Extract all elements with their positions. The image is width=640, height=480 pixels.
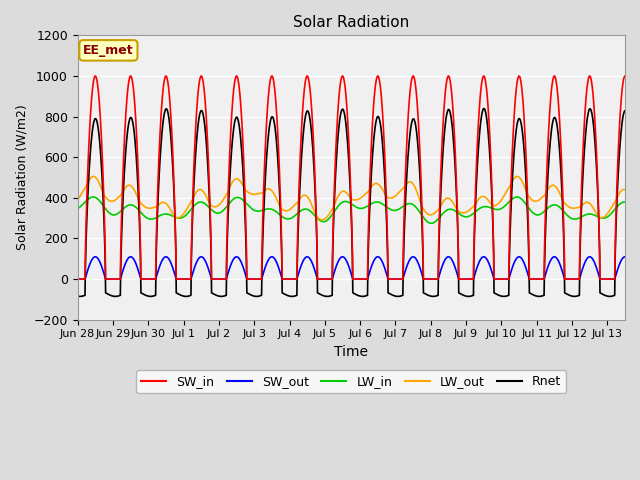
SW_in xyxy=(182,276,190,282)
Rnet xyxy=(172,290,180,296)
LW_in xyxy=(232,195,239,201)
LW_out xyxy=(318,217,326,223)
Line: LW_in: LW_in xyxy=(77,197,625,223)
LW_in xyxy=(182,212,190,218)
SW_in xyxy=(488,183,496,189)
Line: SW_out: SW_out xyxy=(77,257,625,279)
SW_in xyxy=(548,79,556,84)
Rnet xyxy=(76,293,84,299)
Rnet xyxy=(74,293,81,299)
X-axis label: Time: Time xyxy=(334,345,369,359)
LW_out xyxy=(232,176,239,182)
Rnet xyxy=(182,293,190,299)
SW_in xyxy=(74,276,81,282)
LW_out xyxy=(621,187,628,192)
Legend: SW_in, SW_out, LW_in, LW_out, Rnet: SW_in, SW_out, LW_in, LW_out, Rnet xyxy=(136,370,566,393)
Line: LW_out: LW_out xyxy=(77,177,625,220)
LW_out xyxy=(182,207,190,213)
Line: Rnet: Rnet xyxy=(77,108,625,296)
LW_in xyxy=(281,216,289,221)
LW_out xyxy=(281,208,289,214)
Rnet xyxy=(480,106,488,111)
LW_in xyxy=(488,205,496,211)
LW_out xyxy=(513,174,521,180)
Rnet xyxy=(621,108,628,114)
SW_out xyxy=(488,269,496,275)
Text: EE_met: EE_met xyxy=(83,44,134,57)
LW_out xyxy=(488,202,496,208)
SW_out xyxy=(548,255,556,261)
Line: SW_in: SW_in xyxy=(77,76,625,279)
Rnet xyxy=(282,292,289,298)
SW_in xyxy=(282,276,289,282)
LW_in xyxy=(513,194,521,200)
LW_in xyxy=(621,199,628,205)
Title: Solar Radiation: Solar Radiation xyxy=(293,15,410,30)
SW_out xyxy=(74,276,81,282)
SW_out xyxy=(232,254,239,260)
SW_in xyxy=(232,74,239,80)
Rnet xyxy=(488,203,496,208)
LW_in xyxy=(428,220,435,226)
SW_out xyxy=(92,254,99,260)
LW_out xyxy=(549,182,557,188)
SW_out xyxy=(182,276,190,282)
LW_in xyxy=(74,205,81,211)
Rnet xyxy=(549,118,557,124)
LW_in xyxy=(549,202,557,208)
LW_out xyxy=(74,197,81,203)
Y-axis label: Solar Radiation (W/m2): Solar Radiation (W/m2) xyxy=(15,105,28,251)
SW_in xyxy=(621,73,628,79)
SW_out xyxy=(282,276,289,282)
Rnet xyxy=(232,115,239,121)
SW_out xyxy=(172,276,180,282)
SW_in xyxy=(92,73,99,79)
SW_in xyxy=(172,276,180,282)
SW_out xyxy=(621,254,628,260)
LW_out xyxy=(172,215,180,220)
LW_in xyxy=(172,215,180,220)
